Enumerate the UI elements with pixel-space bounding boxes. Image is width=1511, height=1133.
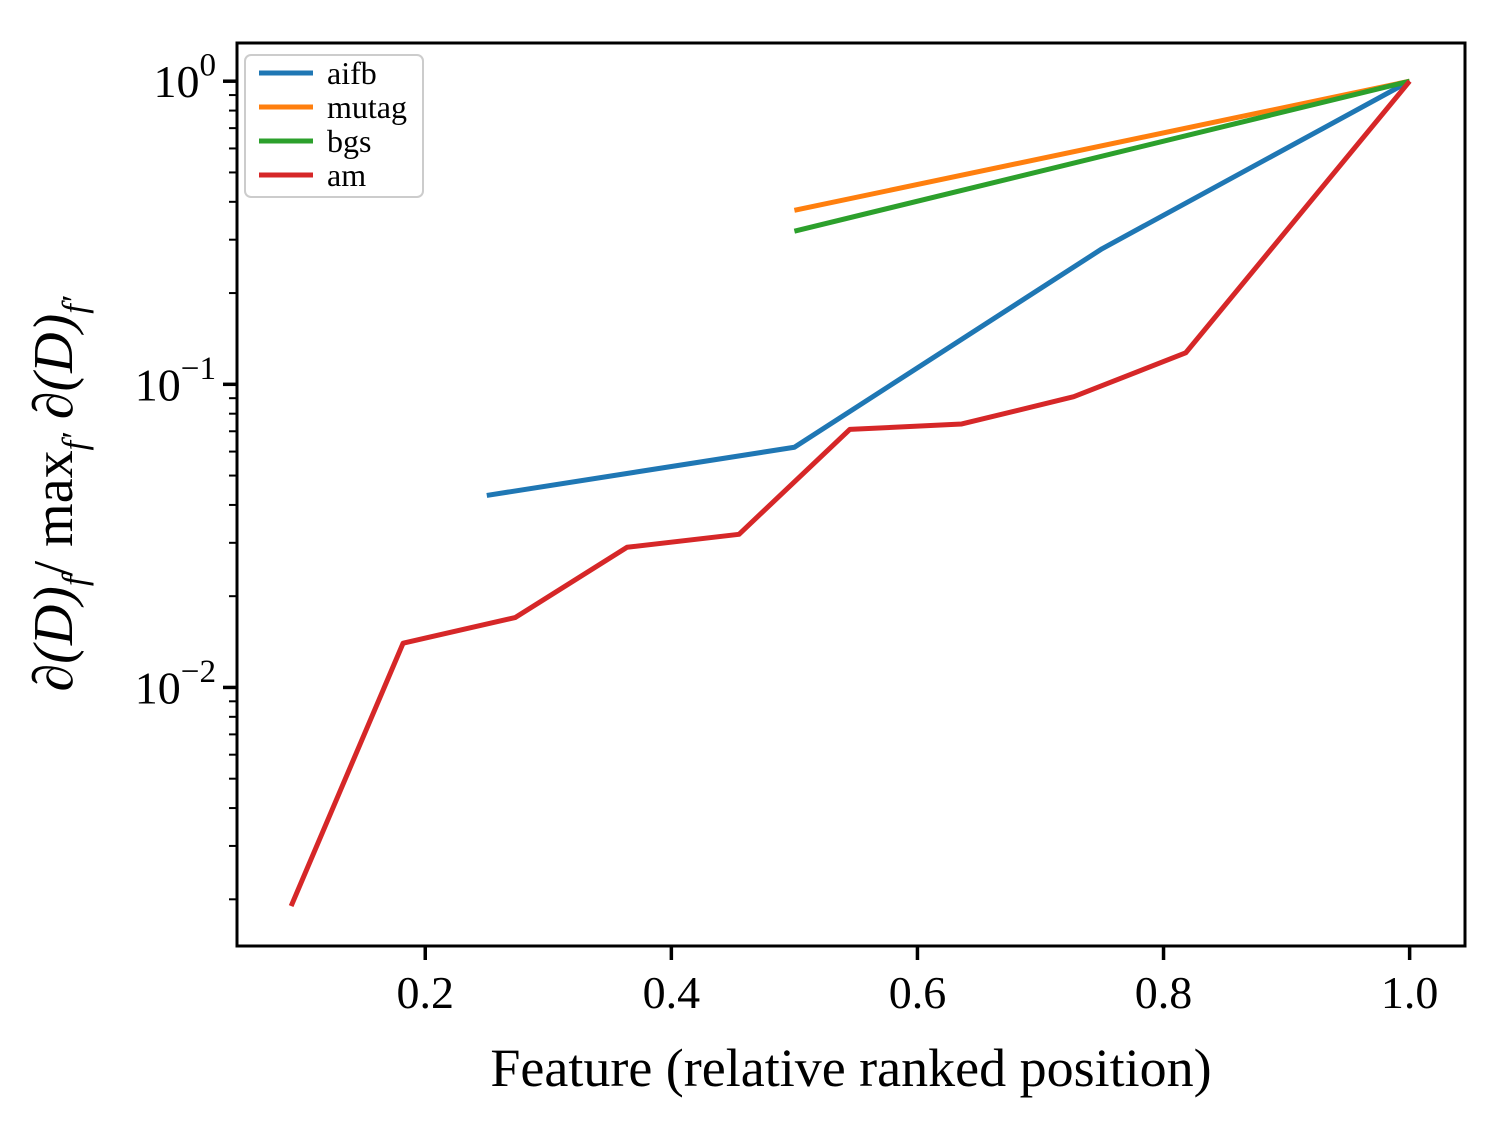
legend-label-bgs: bgs [327, 123, 371, 159]
y-tick-label: 10−2 [135, 653, 216, 714]
y-axis-label: ∂(D)f/ maxf′ ∂(D)f′ [23, 295, 94, 691]
x-tick-label: 0.8 [1135, 967, 1193, 1018]
legend-label-mutag: mutag [327, 89, 407, 125]
x-tick-label: 0.2 [397, 967, 455, 1018]
series-mutag [793, 78, 1411, 213]
y-tick-label: 100 [153, 47, 216, 108]
x-tick-label: 1.0 [1381, 967, 1439, 1018]
x-tick-label: 0.4 [643, 967, 701, 1018]
svg-text:∂(D)f/ maxf′ ∂(D)f′: ∂(D)f/ maxf′ ∂(D)f′ [23, 295, 94, 691]
legend-box [244, 54, 424, 198]
series-bgs [793, 78, 1411, 234]
x-axis-label: Feature (relative ranked position) [490, 1038, 1211, 1098]
legend-label-aifb: aifb [327, 55, 377, 91]
series-am [288, 79, 1412, 908]
series-aifb [486, 78, 1411, 498]
y-tick-label: 10−1 [135, 350, 216, 411]
x-tick-label: 0.6 [889, 967, 947, 1018]
legend-label-am: am [327, 157, 366, 193]
plot-border [235, 41, 1467, 948]
